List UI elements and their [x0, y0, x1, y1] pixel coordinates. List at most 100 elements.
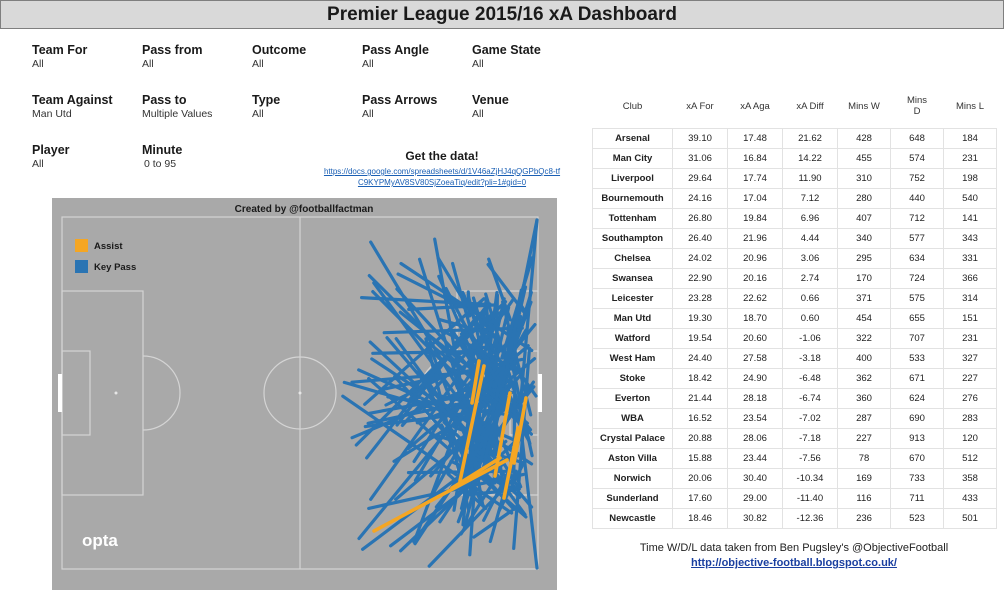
- filter-value[interactable]: Multiple Values: [142, 108, 213, 120]
- club-cell: Man City: [592, 148, 673, 169]
- filter-type[interactable]: Type All: [252, 93, 280, 121]
- filter-team-against[interactable]: Team Against Man Utd: [32, 93, 113, 121]
- club-cell: Leicester: [592, 288, 673, 309]
- value-cell: 18.70: [727, 308, 783, 329]
- value-cell: 31.06: [672, 148, 728, 169]
- table-row[interactable]: Tottenham 26.80 19.84 6.96 407 712 141: [592, 208, 997, 229]
- col-header-xa-diff[interactable]: xA Diff: [796, 100, 824, 112]
- filter-outcome[interactable]: Outcome All: [252, 43, 306, 71]
- table-row[interactable]: Sunderland 17.60 29.00 -11.40 116 711 433: [592, 488, 997, 509]
- col-header-mins-d[interactable]: Mins D: [906, 95, 928, 117]
- value-cell: 17.74: [727, 168, 783, 189]
- table-row[interactable]: Crystal Palace 20.88 28.06 -7.18 227 913 120: [592, 428, 997, 449]
- table-row[interactable]: Leicester 23.28 22.62 0.66 371 575 314: [592, 288, 997, 309]
- filter-pass-arrows[interactable]: Pass Arrows All: [362, 93, 437, 121]
- club-cell: Bournemouth: [592, 188, 673, 209]
- filter-player[interactable]: Player All: [32, 143, 70, 171]
- assist-line: [502, 426, 520, 500]
- value-cell: -10.34: [782, 468, 838, 489]
- get-data-link[interactable]: https://docs.google.com/spreadsheets/d/1…: [323, 167, 561, 187]
- table-row[interactable]: Watford 19.54 20.60 -1.06 322 707 231: [592, 328, 997, 349]
- value-cell: 19.84: [727, 208, 783, 229]
- filter-label: Pass to: [142, 93, 187, 107]
- value-cell: 236: [837, 508, 891, 529]
- filter-label: Venue: [472, 93, 509, 107]
- value-cell: 18.42: [672, 368, 728, 389]
- key-pass-line: [459, 305, 511, 511]
- value-cell: -7.56: [782, 448, 838, 469]
- filter-label: Outcome: [252, 43, 307, 57]
- assist-line: [372, 458, 509, 533]
- pass-lines: [341, 218, 539, 570]
- col-header-xa-for[interactable]: xA For: [686, 100, 714, 112]
- filter-value[interactable]: Man Utd: [32, 108, 72, 120]
- table-row[interactable]: Chelsea 24.02 20.96 3.06 295 634 331: [592, 248, 997, 269]
- table-row[interactable]: Man Utd 19.30 18.70 0.60 454 655 151: [592, 308, 997, 329]
- value-cell: 18.46: [672, 508, 728, 529]
- club-cell: Norwich: [592, 468, 673, 489]
- filter-value[interactable]: All: [32, 158, 44, 170]
- value-cell: 14.22: [782, 148, 838, 169]
- table-row[interactable]: Everton 21.44 28.18 -6.74 360 624 276: [592, 388, 997, 409]
- table-row[interactable]: WBA 16.52 23.54 -7.02 287 690 283: [592, 408, 997, 429]
- value-cell: -7.18: [782, 428, 838, 449]
- filter-value[interactable]: All: [252, 58, 264, 70]
- table-row[interactable]: West Ham 24.40 27.58 -3.18 400 533 327: [592, 348, 997, 369]
- filter-value[interactable]: 0 to 95: [144, 158, 177, 170]
- filter-value[interactable]: All: [362, 108, 374, 120]
- footer-link[interactable]: http://objective-football.blogspot.co.uk…: [691, 557, 897, 569]
- table-row[interactable]: Bournemouth 24.16 17.04 7.12 280 440 540: [592, 188, 997, 209]
- value-cell: 22.62: [727, 288, 783, 309]
- table-row[interactable]: Swansea 22.90 20.16 2.74 170 724 366: [592, 268, 997, 289]
- value-cell: 371: [837, 288, 891, 309]
- filter-value[interactable]: All: [472, 58, 484, 70]
- value-cell: 19.30: [672, 308, 728, 329]
- filter-value[interactable]: All: [32, 58, 44, 70]
- filter-minute[interactable]: Minute 0 to 95: [142, 143, 182, 171]
- value-cell: 23.44: [727, 448, 783, 469]
- col-header-club[interactable]: Club: [622, 100, 643, 112]
- key-pass-line: [518, 218, 539, 410]
- value-cell: -6.48: [782, 368, 838, 389]
- col-header-mins-l[interactable]: Mins L: [956, 100, 984, 112]
- value-cell: 4.44: [782, 228, 838, 249]
- table-row[interactable]: Aston Villa 15.88 23.44 -7.56 78 670 512: [592, 448, 997, 469]
- value-cell: 116: [837, 488, 891, 509]
- value-cell: 16.84: [727, 148, 783, 169]
- filter-pass-angle[interactable]: Pass Angle All: [362, 43, 429, 71]
- col-header-mins-w[interactable]: Mins W: [848, 100, 880, 112]
- filter-pass-to[interactable]: Pass to Multiple Values: [142, 93, 212, 121]
- value-cell: 724: [890, 268, 944, 289]
- filter-pass-from[interactable]: Pass from All: [142, 43, 202, 71]
- filter-value[interactable]: All: [362, 58, 374, 70]
- value-cell: 362: [837, 368, 891, 389]
- key-pass-line: [382, 357, 524, 391]
- filter-value[interactable]: All: [142, 58, 154, 70]
- table-row[interactable]: Liverpool 29.64 17.74 11.90 310 752 198: [592, 168, 997, 189]
- table-row[interactable]: Newcastle 18.46 30.82 -12.36 236 523 501: [592, 508, 997, 529]
- filter-game-state[interactable]: Game State All: [472, 43, 541, 71]
- filter-value[interactable]: All: [252, 108, 264, 120]
- value-cell: 690: [890, 408, 944, 429]
- table-row[interactable]: Stoke 18.42 24.90 -6.48 362 671 227: [592, 368, 997, 389]
- table-row[interactable]: Norwich 20.06 30.40 -10.34 169 733 358: [592, 468, 997, 489]
- key-pass-line: [394, 337, 527, 517]
- value-cell: 360: [837, 388, 891, 409]
- value-cell: 670: [890, 448, 944, 469]
- filter-venue[interactable]: Venue All: [472, 93, 509, 121]
- table-row[interactable]: Man City 31.06 16.84 14.22 455 574 231: [592, 148, 997, 169]
- dashboard-title-bar: Premier League 2015/16 xA Dashboard: [0, 0, 1004, 29]
- value-cell: 27.58: [727, 348, 783, 369]
- value-cell: 671: [890, 368, 944, 389]
- filter-value[interactable]: All: [472, 108, 484, 120]
- table-row[interactable]: Southampton 26.40 21.96 4.44 340 577 343: [592, 228, 997, 249]
- filter-team-for[interactable]: Team For All: [32, 43, 87, 71]
- value-cell: 28.06: [727, 428, 783, 449]
- value-cell: 366: [943, 268, 997, 289]
- key-pass-line: [462, 317, 518, 531]
- col-header-xa-aga[interactable]: xA Aga: [740, 100, 770, 112]
- value-cell: 17.04: [727, 188, 783, 209]
- table-row[interactable]: Arsenal 39.10 17.48 21.62 428 648 184: [592, 128, 997, 149]
- club-cell: Everton: [592, 388, 673, 409]
- key-pass-line: [433, 237, 485, 508]
